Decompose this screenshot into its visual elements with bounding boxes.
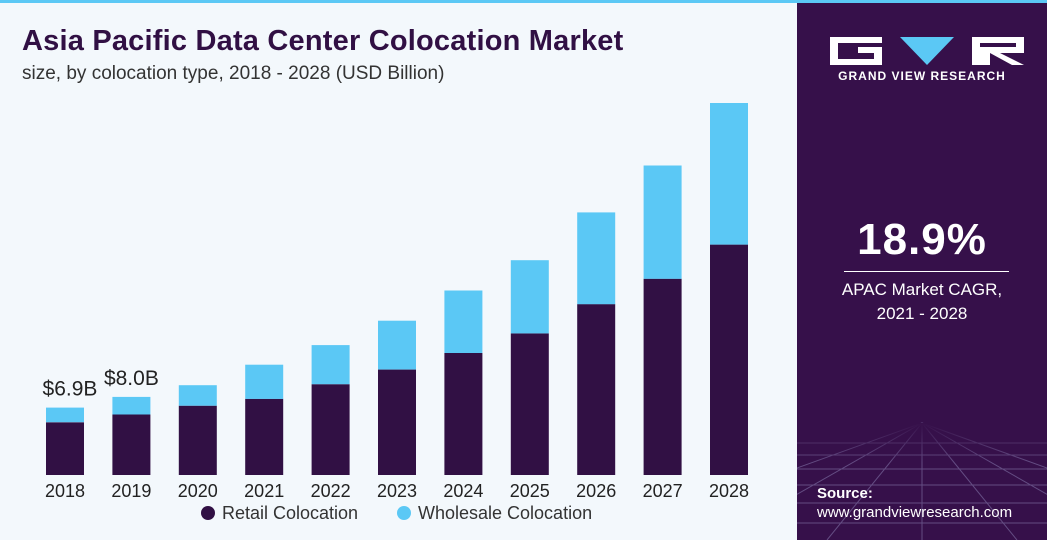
- x-tick-2027: 2027: [643, 481, 683, 501]
- labels-layer: 2018 2019 2020 2021 2022 2023 2024 2025 2026 2027…: [43, 367, 749, 501]
- bar-wholesale-2028: [710, 103, 748, 245]
- grand-view-research-logo: [830, 37, 1024, 65]
- cagr-label-line2: 2021 - 2028: [876, 304, 968, 323]
- x-tick-2018: 2018: [45, 481, 85, 501]
- bar-wholesale-2022: [311, 345, 350, 385]
- source-label: Source:: [817, 485, 873, 502]
- bar-retail-2021: [245, 398, 284, 475]
- x-tick-2026: 2026: [576, 481, 616, 501]
- x-tick-2019: 2019: [111, 481, 151, 501]
- cagr-value: 18.9%: [857, 215, 987, 264]
- x-tick-2025: 2025: [510, 481, 550, 501]
- bar-wholesale-2023: [378, 320, 416, 370]
- source-url[interactable]: www.grandviewresearch.com: [817, 504, 1013, 521]
- bar-wholesale-2026: [577, 212, 616, 305]
- bar-wholesale-2024: [444, 290, 483, 353]
- cagr-label: APAC Market CAGR, 2021 - 2028: [797, 278, 1047, 326]
- bar-retail-2023: [378, 369, 416, 475]
- bar-retail-2018: [46, 422, 84, 475]
- bar-retail-2028: [710, 244, 748, 475]
- bar-retail-2022: [311, 384, 350, 475]
- x-tick-2028: 2028: [709, 481, 749, 501]
- brand-name: GRAND VIEW RESEARCH: [838, 69, 1006, 83]
- bar-wholesale-2018: [46, 407, 84, 423]
- bars-layer: [46, 103, 748, 475]
- bar-retail-2027: [643, 278, 682, 475]
- legend-swatch-retail: [201, 506, 215, 520]
- bar-wholesale-2020: [178, 385, 217, 406]
- legend-label-wholesale: Wholesale Colocation: [418, 503, 592, 523]
- chart-title: Asia Pacific Data Center Colocation Mark…: [22, 25, 624, 57]
- cagr-divider: [844, 271, 1009, 272]
- x-tick-2024: 2024: [443, 481, 483, 501]
- bar-retail-2019: [112, 414, 151, 475]
- x-tick-2020: 2020: [178, 481, 218, 501]
- cagr-label-line1: APAC Market CAGR,: [841, 280, 1003, 299]
- x-tick-2022: 2022: [311, 481, 351, 501]
- grid-floor-decoration: [797, 422, 1047, 540]
- bar-retail-2024: [444, 353, 483, 475]
- bar-wholesale-2019: [112, 396, 151, 415]
- bar-wholesale-2025: [510, 260, 549, 334]
- data-label-2018: $6.9B: [43, 378, 98, 401]
- legend: Retail Colocation Wholesale Colocation: [201, 503, 592, 523]
- bar-retail-2020: [178, 405, 217, 475]
- bar-chart: 2018 2019 2020 2021 2022 2023 2024 2025 2026 2027…: [43, 103, 749, 523]
- bar-wholesale-2021: [245, 364, 284, 399]
- chart-panel: Asia Pacific Data Center Colocation Mark…: [0, 3, 797, 540]
- data-label-2019: $8.0B: [104, 367, 159, 390]
- bar-wholesale-2027: [643, 165, 682, 279]
- top-accent-strip: [0, 0, 1047, 3]
- legend-swatch-wholesale: [397, 506, 411, 520]
- legend-label-retail: Retail Colocation: [222, 503, 358, 523]
- x-tick-2023: 2023: [377, 481, 417, 501]
- x-tick-2021: 2021: [244, 481, 284, 501]
- info-side-panel: GRAND VIEW RESEARCH 18.9% APAC Market CA…: [797, 3, 1047, 540]
- bar-retail-2025: [510, 333, 549, 475]
- bar-retail-2026: [577, 304, 616, 475]
- chart-subtitle: size, by colocation type, 2018 - 2028 (U…: [22, 63, 445, 84]
